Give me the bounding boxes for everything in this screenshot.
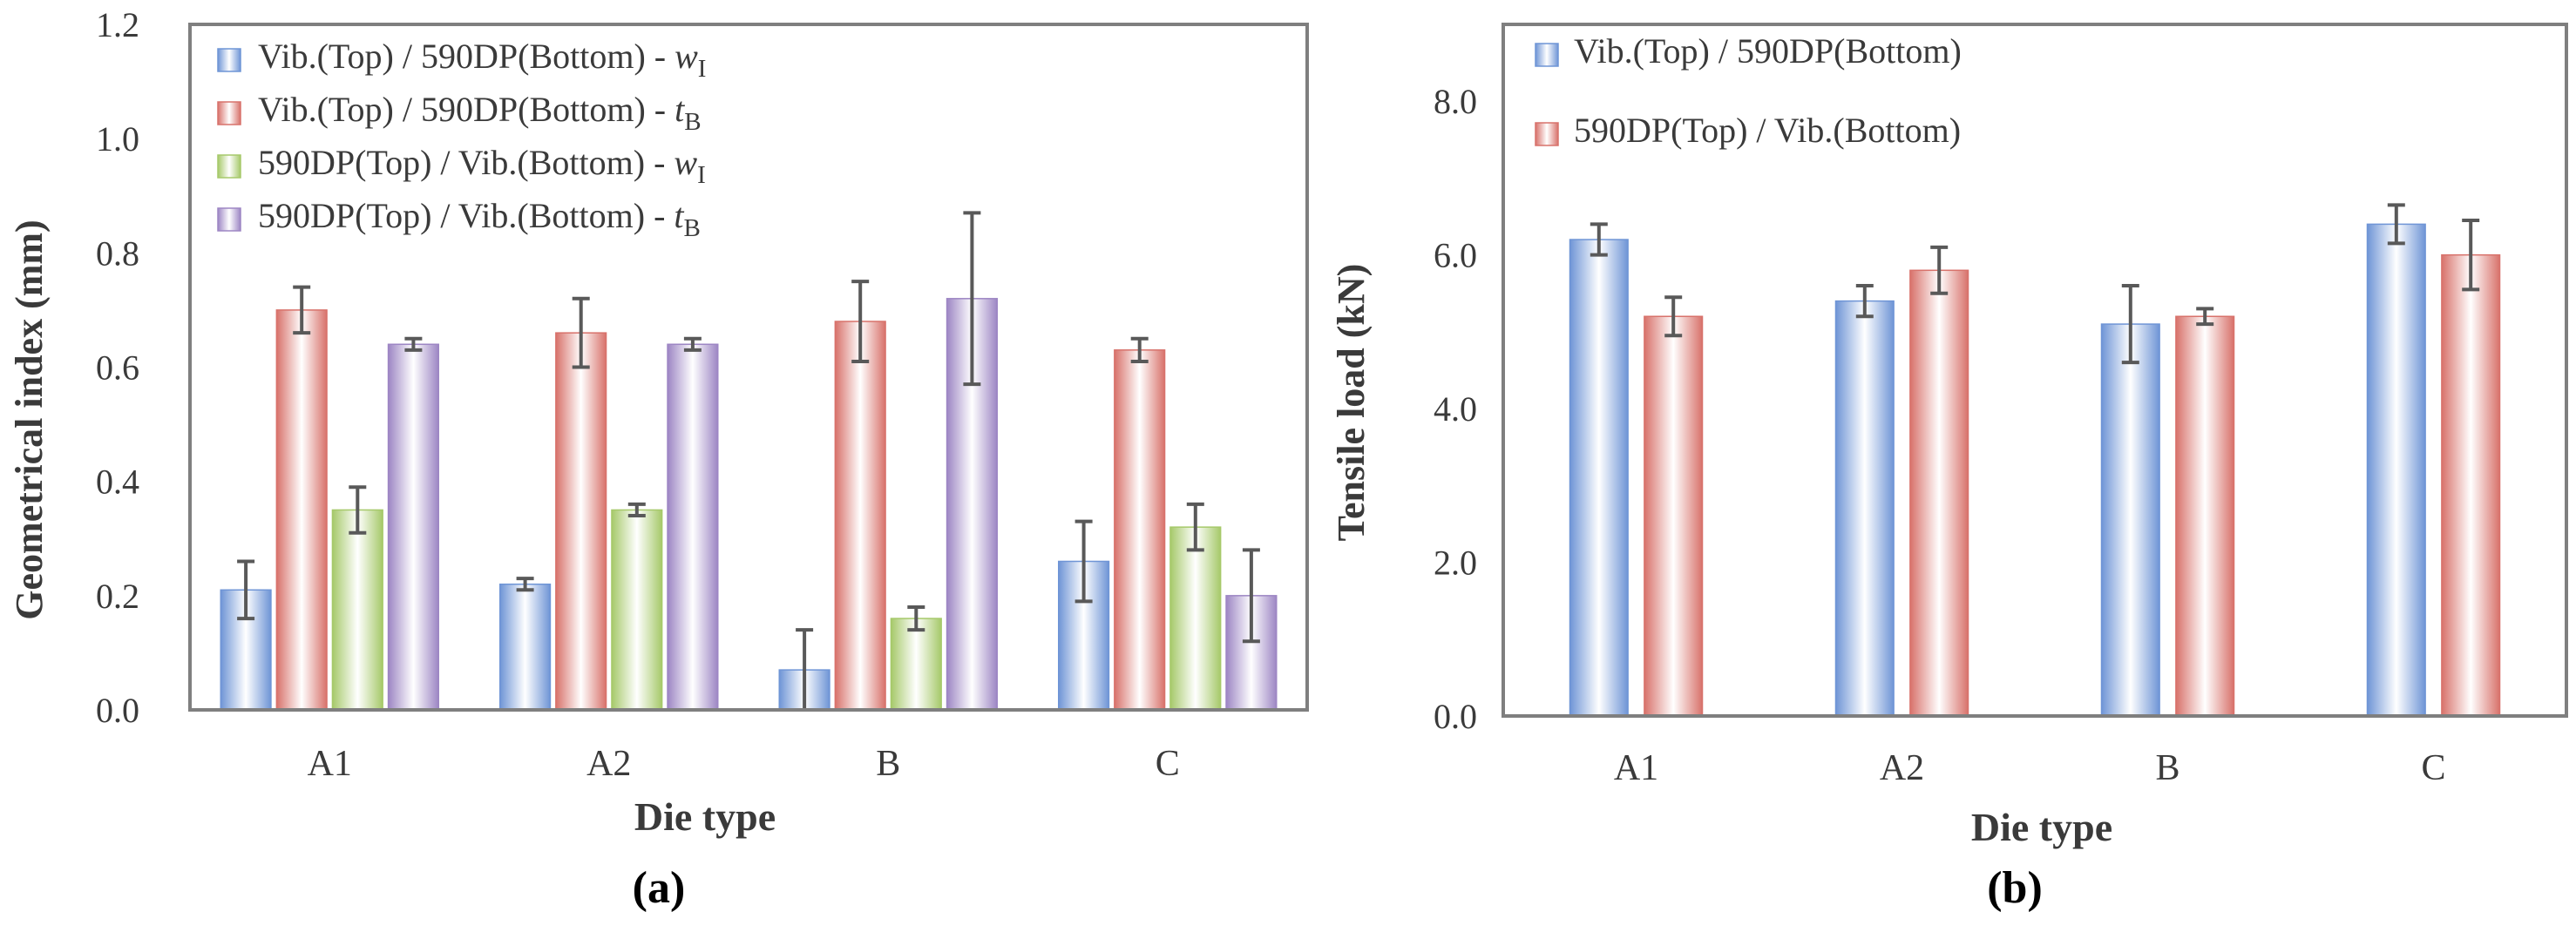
chart-b-frame bbox=[1502, 23, 2568, 718]
chart-a-x-ticks: A1 A2 B C bbox=[308, 744, 1180, 784]
chart-a-bar bbox=[331, 509, 383, 711]
chart-panel-a: 0.0 0.2 0.4 0.6 0.8 1.0 1.2 A1 A2 B C Vib.(Top) /… bbox=[8, 5, 1309, 913]
chart-b-bar bbox=[2441, 253, 2501, 717]
chart-b-legend-swatch bbox=[1535, 122, 1559, 146]
chart-a-x-tick-label: C bbox=[1156, 744, 1180, 784]
chart-b-legend-swatch bbox=[1535, 43, 1559, 67]
chart-a-y-tick-label: 0.4 bbox=[96, 463, 139, 502]
chart-a-bar bbox=[499, 583, 552, 711]
chart-b-x-axis-label: Die type bbox=[1971, 805, 2112, 849]
chart-a-legend-swatch bbox=[217, 154, 241, 179]
chart-a-legend-swatch bbox=[217, 101, 241, 125]
chart-b-bar bbox=[1569, 239, 1629, 717]
chart-a-x-axis-label: Die type bbox=[634, 794, 776, 839]
chart-b-bar bbox=[1909, 269, 1969, 717]
chart-a-bars bbox=[220, 298, 1278, 711]
chart-b-y-tick-label: 8.0 bbox=[1434, 82, 1477, 121]
chart-b-bar bbox=[2366, 223, 2426, 717]
chart-a-bar bbox=[834, 321, 886, 711]
chart-b-legend-label: Vib.(Top) / 590DP(Bottom) bbox=[1574, 31, 1962, 71]
chart-a-y-tick-label: 0.0 bbox=[96, 691, 139, 730]
chart-a-panel-label: (a) bbox=[633, 863, 686, 913]
chart-b-x-tick-label: B bbox=[2155, 748, 2179, 788]
chart-b-bars bbox=[1569, 223, 2501, 717]
chart-b-bar bbox=[2100, 323, 2160, 717]
chart-a-bar bbox=[611, 509, 663, 711]
chart-b-legend-label: 590DP(Top) / Vib.(Bottom) bbox=[1574, 111, 1961, 150]
chart-b-y-tick-label: 0.0 bbox=[1434, 697, 1477, 736]
chart-a-y-ticks: 0.0 0.2 0.4 0.6 0.8 1.0 1.2 bbox=[96, 5, 139, 730]
chart-b-error-bars bbox=[1590, 203, 2480, 365]
chart-b-y-tick-label: 4.0 bbox=[1434, 389, 1477, 429]
chart-a-bar bbox=[667, 343, 719, 711]
chart-b-bar bbox=[1644, 315, 1704, 717]
chart-a-x-tick-label: A2 bbox=[586, 744, 631, 784]
chart-panel-b: 0.0 2.0 4.0 6.0 8.0 A1 A2 B C Vib.(Top) / 590DP… bbox=[1330, 23, 2568, 913]
chart-a-bar bbox=[387, 343, 439, 711]
chart-a-legend-label: Vib.(Top) / 590DP(Bottom) - wI bbox=[258, 37, 706, 83]
chart-b-x-tick-label: C bbox=[2421, 748, 2445, 788]
chart-a-legend: Vib.(Top) / 590DP(Bottom) - wI Vib.(Top) … bbox=[217, 37, 706, 242]
chart-a-legend-swatch bbox=[217, 48, 241, 72]
chart-b-x-tick-label: A2 bbox=[1880, 748, 1924, 788]
chart-b-bar bbox=[1834, 300, 1895, 717]
chart-b-axes bbox=[1502, 23, 2568, 718]
chart-a-y-axis-label: Geometrical index (mm) bbox=[8, 219, 51, 619]
chart-b-panel-label: (b) bbox=[1987, 863, 2043, 913]
chart-a-x-tick-label: A1 bbox=[308, 744, 352, 784]
chart-a-bar bbox=[890, 618, 942, 711]
chart-a-legend-label: 590DP(Top) / Vib.(Bottom) - tB bbox=[258, 196, 701, 242]
chart-a-bar bbox=[275, 309, 328, 711]
chart-a-error-bars bbox=[237, 211, 1260, 712]
chart-b-y-ticks: 0.0 2.0 4.0 6.0 8.0 bbox=[1434, 82, 1477, 736]
chart-b-y-tick-label: 6.0 bbox=[1434, 236, 1477, 275]
chart-a-y-tick-label: 1.2 bbox=[96, 5, 139, 44]
chart-a-y-tick-label: 0.6 bbox=[96, 348, 139, 388]
chart-a-bar bbox=[1169, 526, 1222, 711]
chart-b-legend: Vib.(Top) / 590DP(Bottom) 590DP(Top) / Vi… bbox=[1535, 31, 1962, 150]
chart-b-y-tick-label: 2.0 bbox=[1434, 544, 1477, 583]
chart-b-bar bbox=[2175, 315, 2235, 717]
chart-a-y-tick-label: 0.2 bbox=[96, 577, 139, 616]
chart-a-bar bbox=[555, 332, 607, 711]
chart-b-x-ticks: A1 A2 B C bbox=[1614, 748, 2446, 788]
chart-a-bar bbox=[1114, 349, 1166, 711]
chart-a-legend-label: Vib.(Top) / 590DP(Bottom) - tB bbox=[258, 90, 702, 136]
chart-a-y-tick-label: 0.8 bbox=[96, 233, 139, 273]
chart-a-axes bbox=[188, 23, 1309, 712]
chart-b-x-tick-label: A1 bbox=[1614, 748, 1658, 788]
chart-a-frame bbox=[188, 23, 1309, 712]
chart-a-x-tick-label: B bbox=[876, 744, 900, 784]
chart-b-y-axis-label: Tensile load (kN) bbox=[1330, 264, 1373, 542]
chart-a-y-tick-label: 1.0 bbox=[96, 119, 139, 159]
chart-a-bar bbox=[1058, 560, 1110, 711]
chart-a-legend-label: 590DP(Top) / Vib.(Bottom) - wI bbox=[258, 143, 706, 189]
chart-a-legend-swatch bbox=[217, 207, 241, 232]
